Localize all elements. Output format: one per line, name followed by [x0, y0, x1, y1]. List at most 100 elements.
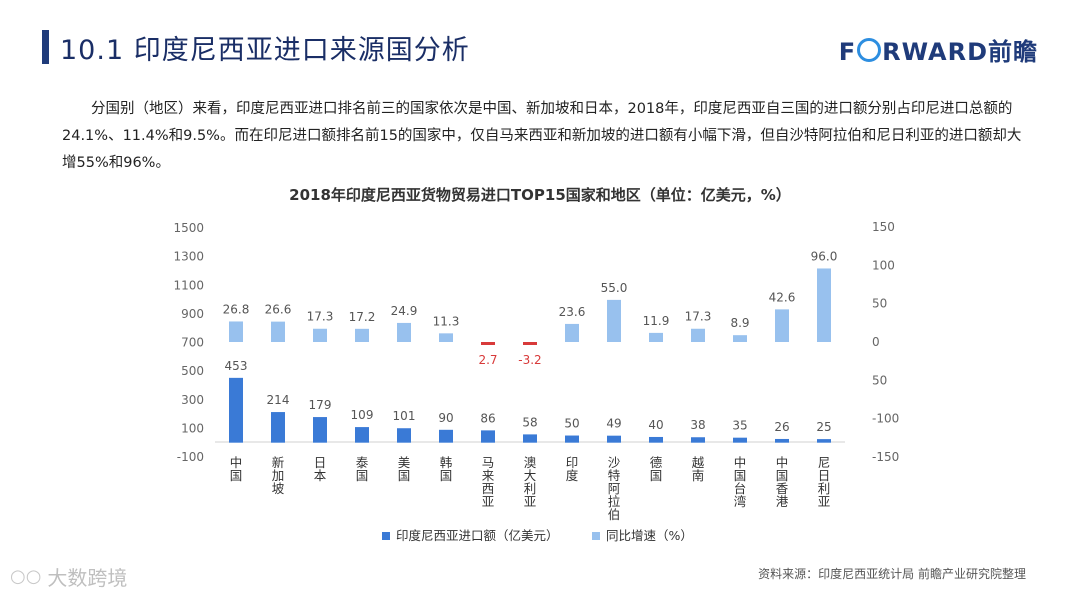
source-note: 资料来源：印度尼西亚统计局 前瞻产业研究院整理 — [758, 567, 1026, 581]
left-axis-tick-label: 900 — [181, 307, 204, 321]
growth-bar — [229, 321, 243, 342]
category-label: 利 — [524, 481, 537, 496]
import-bar — [481, 430, 495, 443]
category-label: 加 — [272, 468, 285, 483]
growth-bar-negative — [481, 342, 495, 345]
growth-value-label: 96.0 — [811, 249, 838, 263]
category-label: 国 — [398, 468, 411, 483]
import-bar — [313, 417, 327, 443]
right-axis-tick-label: 50 — [872, 297, 887, 311]
category-label: 马 — [482, 455, 495, 470]
category-label: 国 — [776, 468, 789, 483]
import-bar — [271, 412, 285, 443]
category-label: 国 — [650, 468, 663, 483]
import-value-label: 50 — [564, 417, 579, 431]
growth-bar — [607, 299, 621, 342]
category-label: 尼 — [818, 455, 831, 470]
left-axis-tick-label: 1100 — [173, 278, 204, 292]
growth-bar — [817, 268, 831, 342]
import-bar — [649, 436, 663, 443]
right-axis-tick-label: 150 — [872, 220, 895, 234]
growth-bar — [775, 309, 789, 342]
category-label: 泰 — [356, 455, 369, 470]
growth-value-label: 8.9 — [730, 316, 749, 330]
growth-value-label: 26.6 — [265, 303, 292, 317]
category-label: 日 — [818, 468, 831, 483]
import-value-label: 214 — [267, 393, 290, 407]
import-bar — [607, 435, 621, 443]
category-label: 特 — [608, 468, 621, 483]
category-label: 亚 — [524, 494, 537, 509]
left-axis-tick-label: 1500 — [173, 221, 204, 235]
growth-value-label: 23.6 — [559, 305, 586, 319]
import-value-label: 26 — [774, 420, 789, 434]
import-bar — [733, 437, 747, 443]
growth-value-label: 2.7 — [478, 353, 497, 367]
watermark-text: 大数跨境 — [47, 566, 128, 590]
import-value-label: 49 — [606, 417, 621, 431]
category-label: 拉 — [608, 494, 621, 509]
category-label: 韩 — [440, 455, 453, 470]
category-label: 南 — [692, 468, 705, 483]
category-label: 坡 — [272, 481, 285, 496]
left-axis-tick-label: 1300 — [173, 250, 204, 264]
growth-value-label: 17.3 — [307, 310, 334, 324]
growth-value-label: -3.2 — [518, 353, 541, 367]
title-accent-bar — [42, 30, 49, 64]
category-label: 国 — [734, 468, 747, 483]
brand-logo-left: F — [838, 38, 857, 66]
category-label: 香 — [776, 481, 789, 496]
page-title: 10.1 印度尼西亚进口来源国分析 — [60, 35, 470, 66]
left-axis-tick-label: 700 — [181, 336, 204, 350]
brand-ring-icon — [857, 38, 882, 62]
category-label: 利 — [818, 481, 831, 496]
brand-logo: F RWARD前瞻 — [839, 32, 1038, 67]
category-label: 国 — [230, 468, 243, 483]
import-bar — [691, 437, 705, 443]
growth-bar — [649, 332, 663, 342]
growth-bar — [271, 321, 285, 342]
chat-bubble-icon: ○○ — [10, 566, 42, 587]
category-label: 国 — [440, 468, 453, 483]
import-value-label: 86 — [480, 411, 495, 425]
import-bar — [523, 434, 537, 443]
growth-bar — [397, 322, 411, 342]
left-axis-tick-label: -100 — [177, 450, 204, 464]
import-value-label: 58 — [522, 415, 537, 429]
right-axis-tick-label: -150 — [872, 450, 899, 464]
growth-bar — [691, 328, 705, 342]
import-value-label: 25 — [816, 420, 831, 434]
growth-value-label: 11.3 — [433, 314, 460, 328]
import-bar — [355, 427, 369, 443]
left-axis-tick-label: 500 — [181, 364, 204, 378]
category-label: 台 — [734, 481, 747, 496]
category-label: 本 — [314, 468, 327, 483]
left-axis-tick-label: 300 — [181, 393, 204, 407]
growth-bar — [313, 328, 327, 342]
growth-bar — [733, 335, 747, 342]
watermark-logo: ○○ 大数跨境 — [10, 562, 127, 591]
category-label: 美 — [398, 455, 411, 470]
category-label: 中 — [776, 455, 789, 470]
growth-value-label: 26.8 — [223, 302, 250, 316]
right-axis-tick-label: 100 — [872, 258, 895, 272]
import-value-label: 90 — [438, 411, 453, 425]
legend-swatch-growth — [592, 532, 600, 540]
left-axis-tick-label: 100 — [181, 421, 204, 435]
category-label: 澳 — [524, 455, 537, 470]
import-value-label: 453 — [225, 359, 248, 373]
category-label: 伯 — [608, 507, 621, 522]
category-label: 大 — [524, 468, 537, 483]
category-label: 中 — [230, 455, 243, 470]
import-bar — [229, 377, 243, 443]
growth-value-label: 17.2 — [349, 310, 376, 324]
growth-value-label: 55.0 — [601, 281, 628, 295]
import-bar — [565, 435, 579, 443]
growth-value-label: 11.9 — [643, 314, 670, 328]
category-label: 亚 — [818, 494, 831, 509]
growth-value-label: 24.9 — [391, 304, 418, 318]
category-label: 亚 — [482, 494, 495, 509]
category-label: 越 — [692, 455, 705, 470]
category-label: 沙 — [608, 455, 621, 470]
